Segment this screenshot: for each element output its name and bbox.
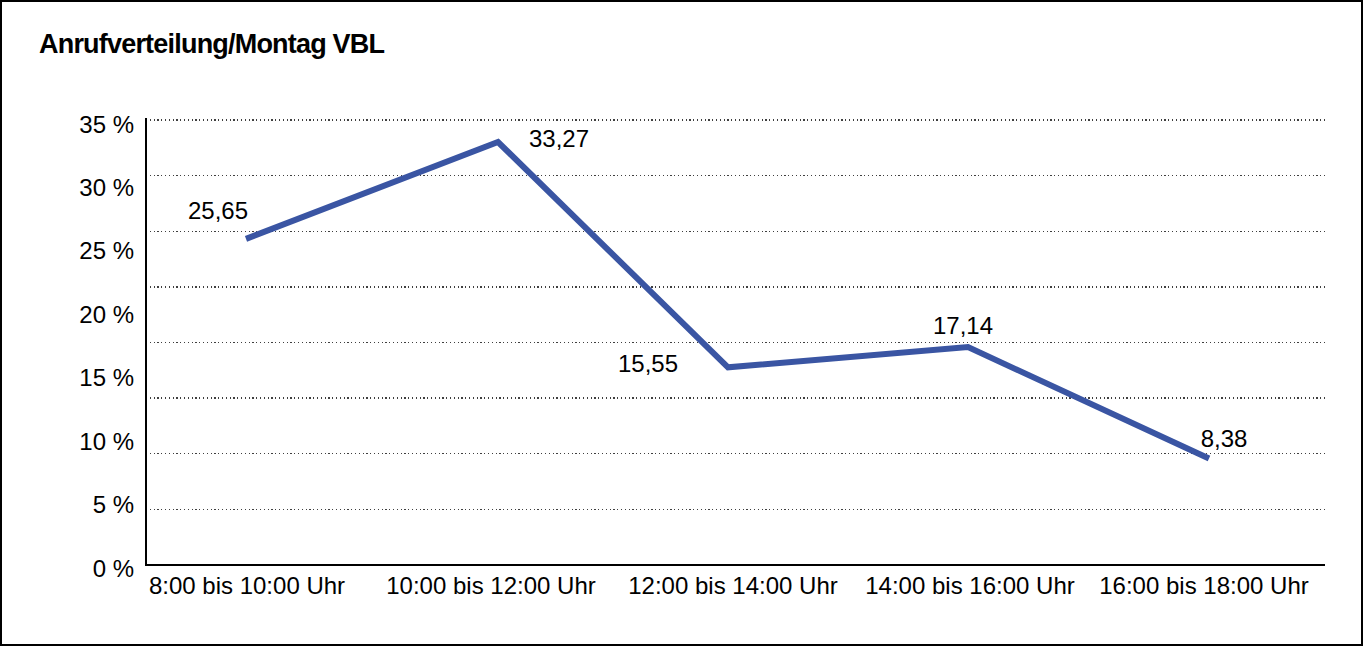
y-tick-label: 20 %: [2, 302, 134, 328]
value-label: 25,65: [148, 198, 288, 224]
data-series-line: [246, 142, 1209, 459]
y-tick-label: 10 %: [2, 429, 134, 455]
chart-svg: [2, 2, 1363, 646]
value-label: 15,55: [578, 351, 718, 377]
value-label: 8,38: [1154, 426, 1294, 452]
y-tick-label: 30 %: [2, 175, 134, 201]
y-tick-label: 5 %: [2, 492, 134, 518]
x-category-label: 16:00 bis 18:00 Uhr: [1064, 573, 1344, 599]
y-tick-label: 15 %: [2, 365, 134, 391]
y-tick-label: 25 %: [2, 238, 134, 264]
x-category-label: 8:00 bis 10:00 Uhr: [107, 573, 387, 599]
y-tick-label: 35 %: [2, 112, 134, 138]
x-category-label: 10:00 bis 12:00 Uhr: [351, 573, 631, 599]
chart-figure: Anrufverteilung/Montag VBL 35 %30 %25 %2…: [0, 0, 1363, 646]
value-label: 33,27: [489, 126, 629, 152]
value-label: 17,14: [893, 313, 1033, 339]
